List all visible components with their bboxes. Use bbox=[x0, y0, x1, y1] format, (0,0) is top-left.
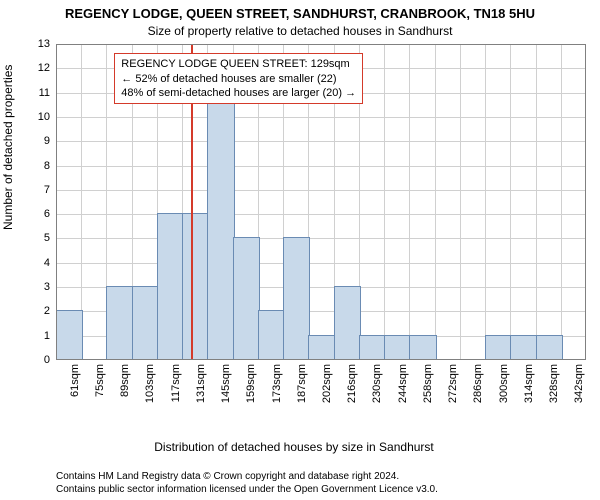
y-tick-label: 0 bbox=[44, 354, 50, 366]
x-tick-label: 103sqm bbox=[144, 364, 156, 403]
y-tick-label: 5 bbox=[44, 232, 50, 244]
x-tick-label: 75sqm bbox=[94, 364, 106, 397]
x-tick-label: 286sqm bbox=[472, 364, 484, 403]
attribution-line2: Contains public sector information licen… bbox=[56, 484, 588, 497]
x-tick-label: 173sqm bbox=[271, 364, 283, 403]
x-tick-label: 117sqm bbox=[170, 364, 182, 402]
x-tick-label: 230sqm bbox=[371, 364, 383, 403]
x-tick-label: 314sqm bbox=[523, 364, 535, 403]
y-tick-label: 4 bbox=[44, 257, 50, 269]
y-tick-label: 6 bbox=[44, 208, 50, 220]
x-axis-label: Distribution of detached houses by size … bbox=[0, 440, 588, 454]
x-tick-label: 61sqm bbox=[69, 364, 81, 397]
y-tick-label: 7 bbox=[44, 184, 50, 196]
x-tick-label: 89sqm bbox=[119, 364, 131, 397]
y-tick-label: 1 bbox=[44, 330, 50, 342]
attribution-line1: Contains HM Land Registry data © Crown c… bbox=[56, 471, 588, 484]
x-tick-label: 272sqm bbox=[447, 364, 459, 403]
y-tick-label: 12 bbox=[38, 62, 50, 74]
annotation-line2: ← 52% of detached houses are smaller (22… bbox=[121, 72, 356, 86]
x-tick-label: 258sqm bbox=[422, 364, 434, 403]
x-tick-label: 216sqm bbox=[346, 364, 358, 403]
x-tick-label: 342sqm bbox=[573, 364, 585, 403]
x-tick-label: 202sqm bbox=[321, 364, 333, 403]
y-tick-label: 11 bbox=[39, 87, 50, 99]
y-axis-label: Number of detached properties bbox=[1, 65, 15, 230]
y-tick-label: 13 bbox=[38, 38, 50, 50]
chart-title-main: REGENCY LODGE, QUEEN STREET, SANDHURST, … bbox=[0, 6, 600, 21]
x-tick-label: 187sqm bbox=[296, 364, 308, 403]
x-tick-label: 159sqm bbox=[245, 364, 257, 403]
y-tick-label: 2 bbox=[44, 305, 50, 317]
y-tick-label: 3 bbox=[44, 281, 50, 293]
plot-area: 012345678910111213 61sqm75sqm89sqm103sqm… bbox=[56, 44, 586, 360]
x-tick-label: 145sqm bbox=[220, 364, 232, 403]
y-tick-label: 10 bbox=[38, 111, 50, 123]
attribution: Contains HM Land Registry data © Crown c… bbox=[56, 471, 588, 496]
annotation-line1: REGENCY LODGE QUEEN STREET: 129sqm bbox=[121, 57, 356, 71]
y-tick-label: 9 bbox=[44, 135, 50, 147]
x-tick-label: 328sqm bbox=[548, 364, 560, 403]
x-tick-label: 300sqm bbox=[498, 364, 510, 403]
chart-title-sub: Size of property relative to detached ho… bbox=[0, 24, 600, 38]
annotation-box: REGENCY LODGE QUEEN STREET: 129sqm← 52% … bbox=[114, 53, 363, 104]
annotation-line3: 48% of semi-detached houses are larger (… bbox=[121, 86, 356, 100]
x-tick-label: 244sqm bbox=[397, 364, 409, 403]
y-tick-label: 8 bbox=[44, 160, 50, 172]
x-tick-label: 131sqm bbox=[195, 364, 207, 403]
